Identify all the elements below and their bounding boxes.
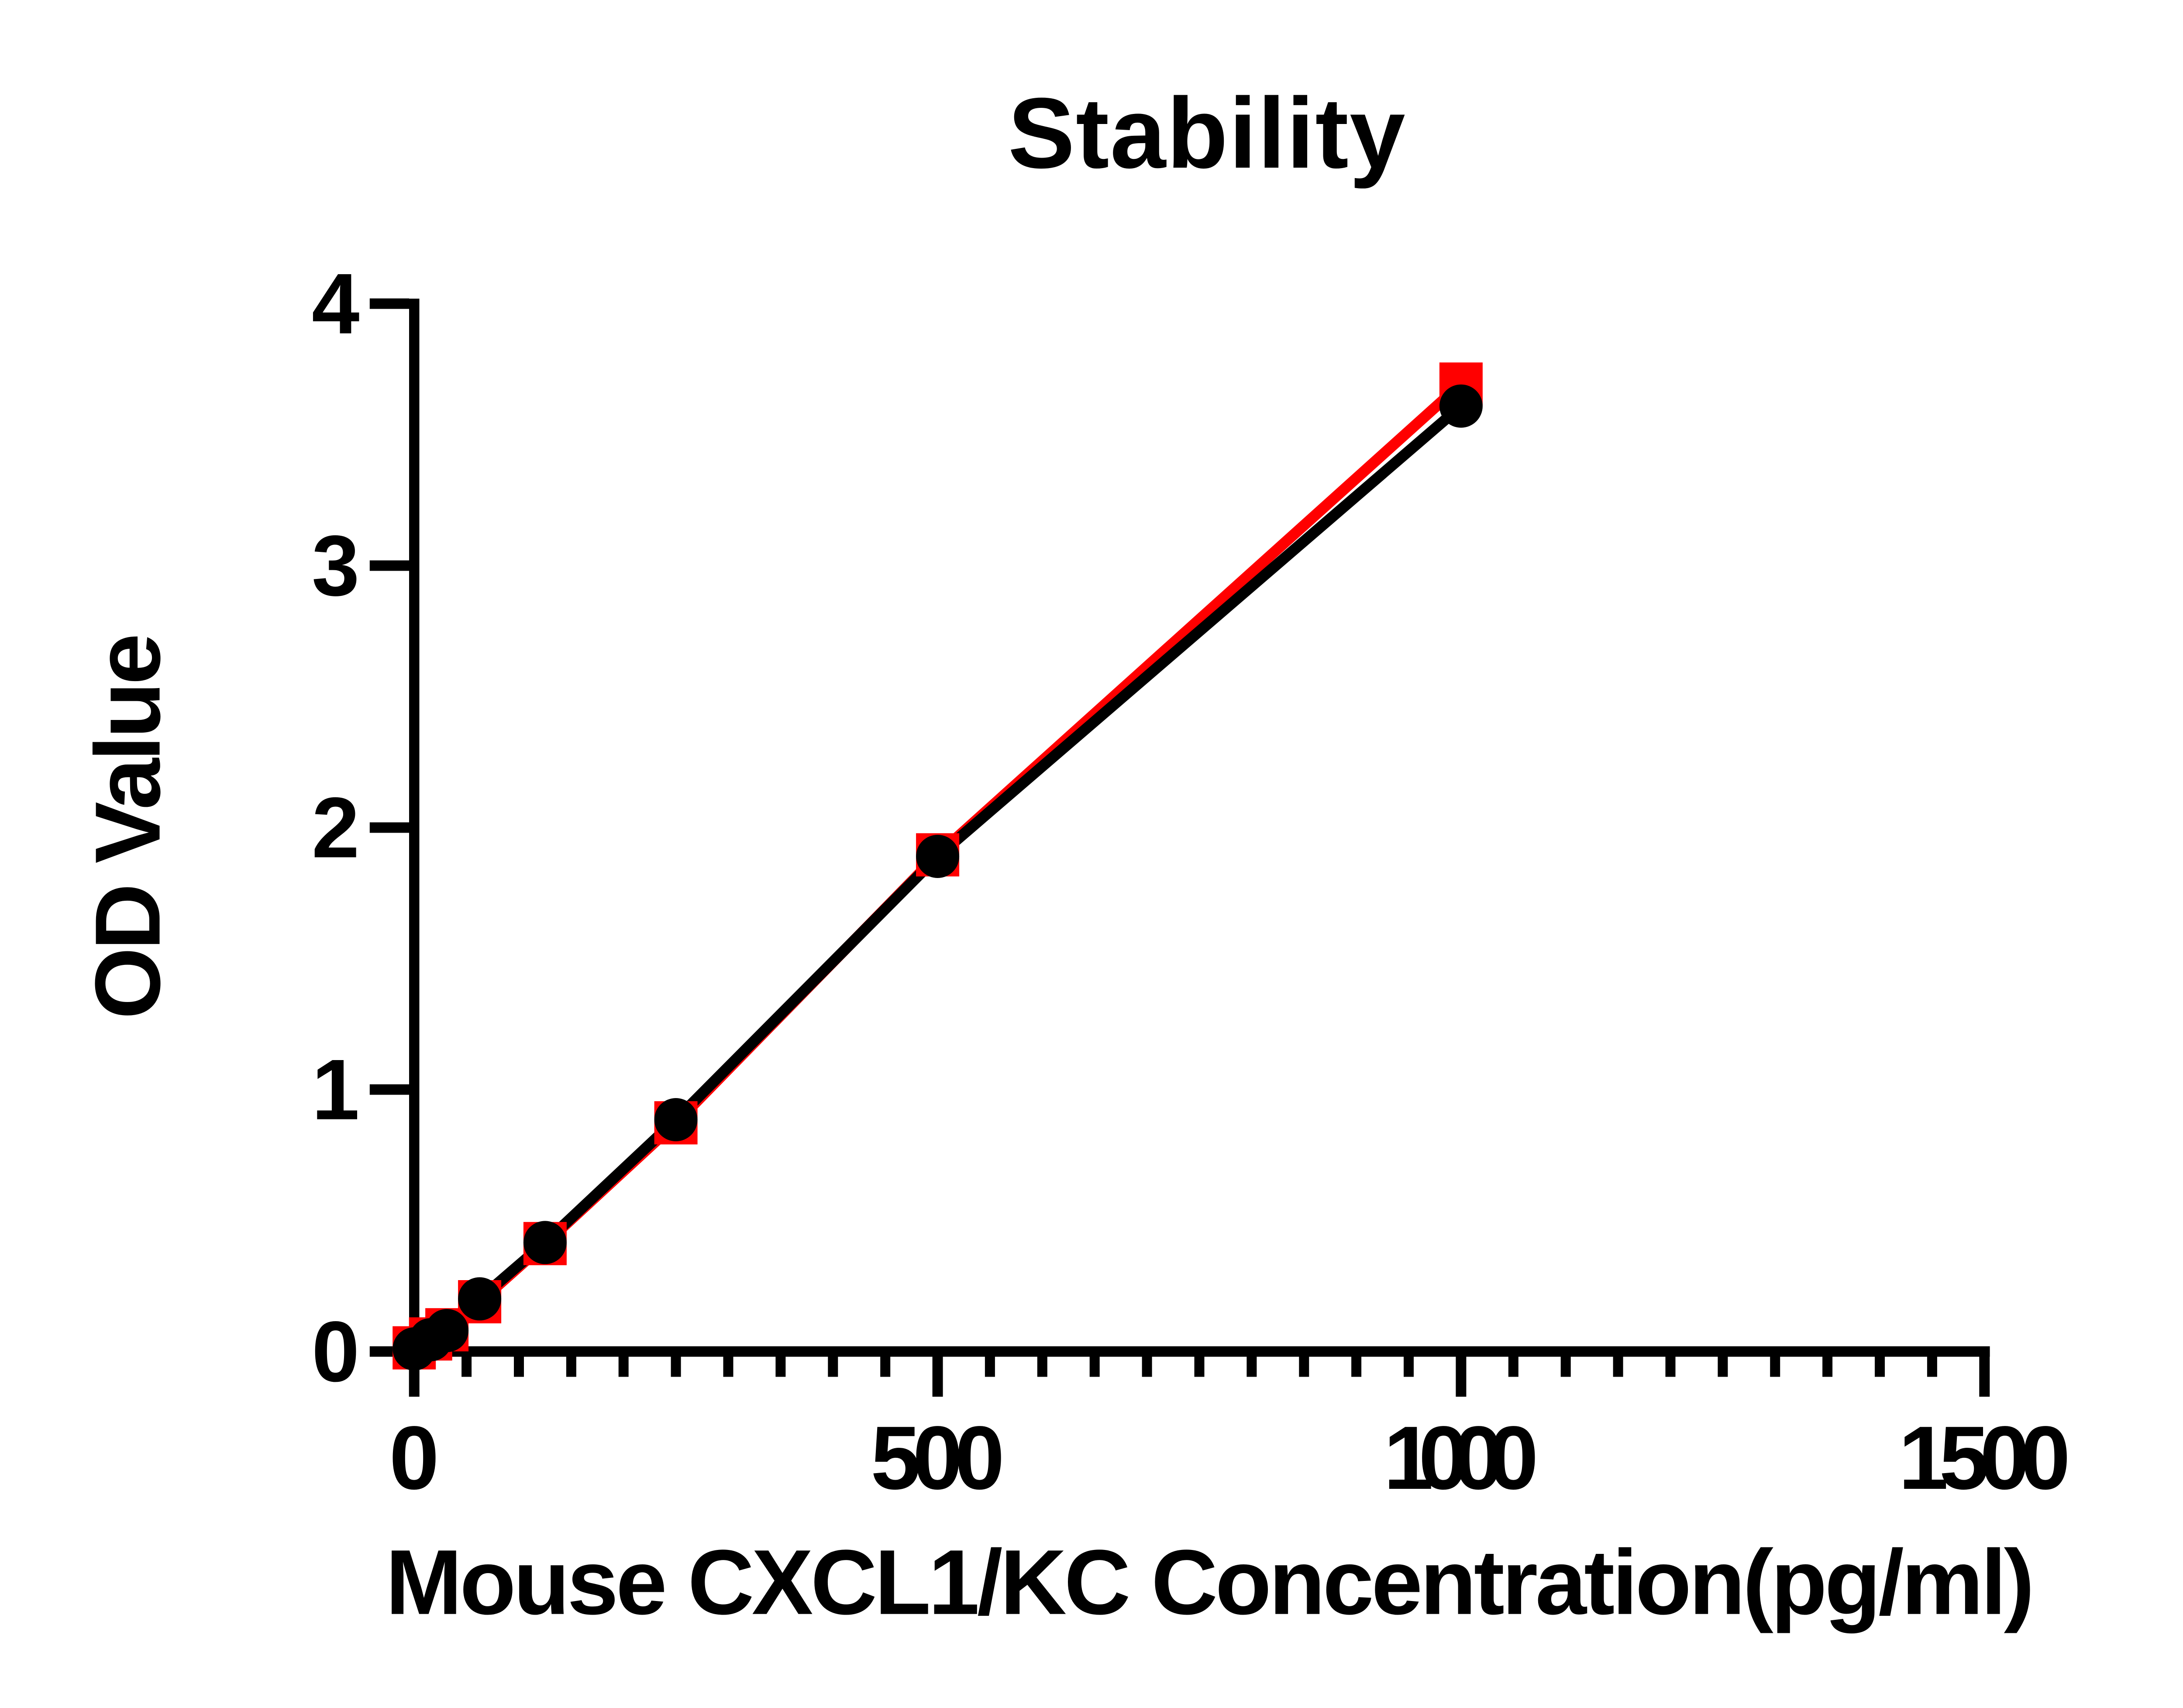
svg-text:4: 4 — [312, 256, 360, 352]
svg-text:Mouse CXCL1/KC Concentration(p: Mouse CXCL1/KC Concentration(pg/ml) — [386, 1531, 2035, 1634]
svg-text:1500: 1500 — [1898, 1408, 2070, 1508]
svg-text:2: 2 — [312, 780, 360, 876]
svg-text:3: 3 — [312, 518, 360, 614]
svg-text:500: 500 — [871, 1408, 1005, 1508]
svg-text:0: 0 — [389, 1408, 439, 1508]
svg-text:1: 1 — [312, 1042, 360, 1138]
svg-text:Stability: Stability — [1008, 77, 1405, 189]
svg-text:OD Value: OD Value — [76, 634, 179, 1019]
svg-text:1000: 1000 — [1384, 1408, 1539, 1508]
svg-text:0: 0 — [312, 1304, 360, 1400]
